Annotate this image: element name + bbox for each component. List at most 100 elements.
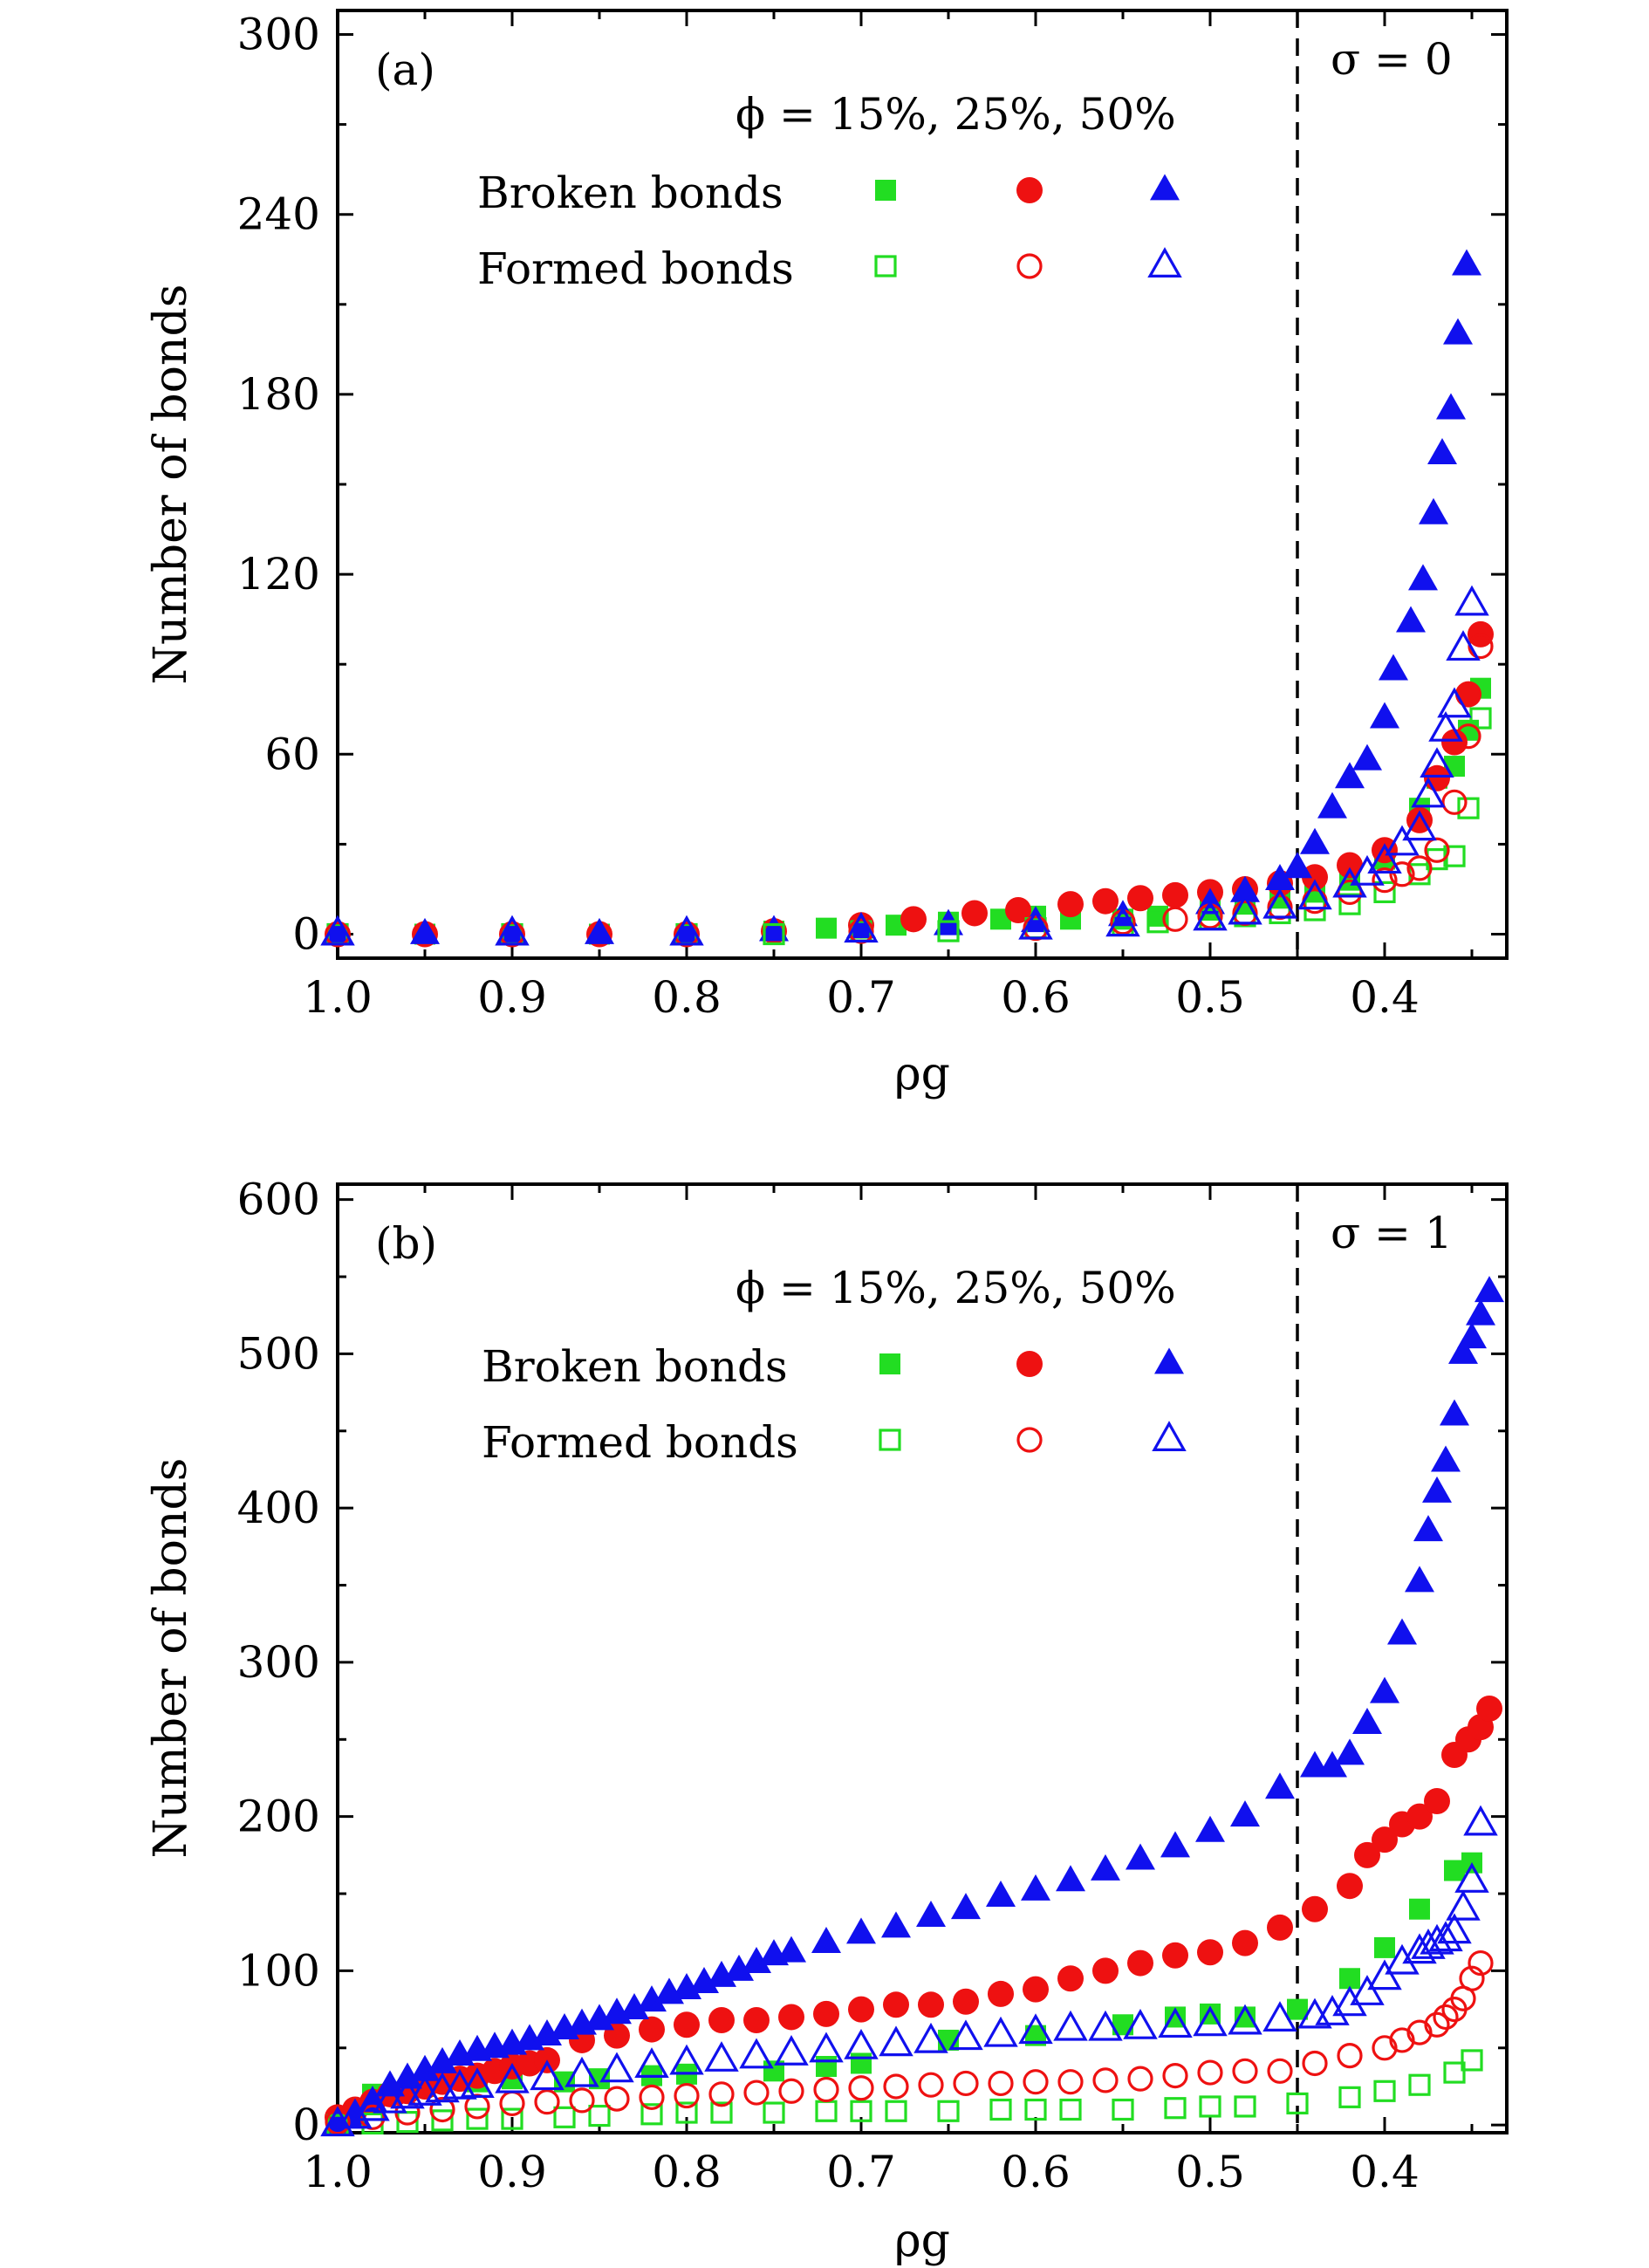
broken-circle-point xyxy=(1302,1895,1328,1922)
phi-label: ϕ = 15%, 25%, 50% xyxy=(736,1263,1176,1313)
formed-circle-point xyxy=(1127,2066,1153,2092)
broken-triangle-point xyxy=(1466,1298,1495,1326)
formed-triangle-point xyxy=(1454,1862,1489,1893)
legend-formed-triangle-marker xyxy=(1152,1421,1187,1452)
broken-triangle-point xyxy=(1387,1618,1417,1645)
x-tick-label: 0.7 xyxy=(826,972,896,1023)
broken-triangle-point xyxy=(1230,1800,1260,1827)
formed-triangle-point xyxy=(495,2062,530,2093)
formed-circle-point xyxy=(813,2076,839,2103)
formed-circle-point xyxy=(1023,2069,1049,2095)
formed-circle-point xyxy=(988,2070,1014,2097)
formed-triangle-point xyxy=(1428,710,1463,742)
formed-square-point xyxy=(431,2109,454,2132)
legend-broken-triangle-marker xyxy=(1154,1347,1184,1374)
broken-triangle-point xyxy=(637,1985,667,2012)
formed-square-point xyxy=(763,2101,785,2124)
legend-broken-square-marker xyxy=(879,1353,900,1374)
formed-circle-point xyxy=(1092,2067,1119,2093)
formed-square-point xyxy=(1457,797,1480,819)
formed-circle-point xyxy=(604,2086,630,2112)
broken-triangle-point xyxy=(1317,791,1347,819)
broken-circle-point xyxy=(1267,1914,1293,1941)
broken-circle-point xyxy=(813,2000,839,2027)
broken-circle-point xyxy=(1057,1965,1084,1992)
broken-triangle-point xyxy=(724,1954,754,1981)
broken-triangle-point xyxy=(585,917,614,944)
formed-triangle-point xyxy=(844,912,879,943)
formed-triangle-point xyxy=(1088,2010,1123,2041)
broken-triangle-point xyxy=(1230,875,1260,902)
formed-square-point xyxy=(1024,2098,1047,2121)
x-tick-label: 0.4 xyxy=(1350,2147,1420,2197)
formed-circle-point xyxy=(848,2075,874,2101)
broken-square-point xyxy=(1409,1898,1430,1920)
broken-triangle-point xyxy=(1448,1337,1478,1364)
formed-triangle-point xyxy=(809,2032,844,2063)
broken-triangle-point xyxy=(1440,1399,1469,1426)
formed-square-point xyxy=(850,2100,872,2122)
broken-circle-point xyxy=(743,2006,770,2033)
sigma-label: σ = 1 xyxy=(1331,1208,1453,1258)
broken-circle-point xyxy=(1092,1957,1119,1984)
data-markers xyxy=(320,1276,1504,2137)
formed-circle-point xyxy=(883,2073,909,2100)
broken-triangle-point xyxy=(846,912,876,939)
formed-triangle-point xyxy=(1228,894,1262,925)
broken-triangle-point xyxy=(1475,1276,1504,1303)
broken-circle-point xyxy=(778,2004,804,2031)
broken-triangle-point xyxy=(1443,318,1473,345)
broken-triangle-point xyxy=(951,1893,981,1920)
broken-triangle-point xyxy=(1283,852,1312,879)
broken-triangle-point xyxy=(428,2046,457,2073)
sigma-label: σ = 0 xyxy=(1331,34,1453,85)
formed-square-point xyxy=(1112,2098,1134,2121)
formed-square-point xyxy=(989,2098,1012,2121)
plot-frame xyxy=(336,1182,1509,2134)
x-tick-label: 0.5 xyxy=(1175,2147,1245,2197)
formed-triangle-point xyxy=(1402,1933,1437,1964)
broken-triangle-point xyxy=(881,1911,911,1938)
formed-triangle-point xyxy=(1193,2005,1228,2037)
formed-square-point xyxy=(1461,2049,1483,2072)
formed-triangle-point xyxy=(1420,1923,1454,1955)
formed-triangle-point xyxy=(983,2016,1018,2047)
formed-triangle-point xyxy=(1018,2013,1053,2045)
formed-triangle-point xyxy=(1018,908,1053,940)
broken-circle-point xyxy=(1092,887,1119,915)
broken-circle-point xyxy=(1162,881,1188,908)
broken-circle-point xyxy=(988,1980,1014,2007)
y-tick-labels: 0 60 120 180 240 300 xyxy=(237,9,320,959)
formed-circle-point xyxy=(534,2089,560,2115)
formed-circle-point xyxy=(1406,2019,1433,2045)
broken-triangle-point xyxy=(1317,1751,1347,1778)
formed-triangle-point xyxy=(704,2041,739,2072)
formed-circle-point xyxy=(429,2096,455,2123)
broken-triangle-point xyxy=(1091,1853,1120,1881)
y-axis-title: Number of bonds xyxy=(145,284,197,685)
broken-circle-point xyxy=(1424,1787,1450,1814)
formed-triangle-point xyxy=(1350,1975,1385,2005)
y-tick-label: 180 xyxy=(237,369,320,420)
formed-triangle-point xyxy=(1428,1921,1463,1952)
y-tick-label: 500 xyxy=(237,1328,320,1379)
formed-circle-point xyxy=(499,2090,525,2117)
broken-circle-point xyxy=(961,900,988,927)
panel-b: 0 100 200 300 400 500 600 1.0 0.9 0.8 0.7 0.6 0.5 0.… xyxy=(145,1175,1509,2267)
formed-triangle-point xyxy=(1437,687,1472,718)
broken-triangle-point xyxy=(916,1900,946,1927)
formed-square-point xyxy=(1408,2073,1431,2096)
formed-square-point xyxy=(1146,911,1169,934)
legend-broken-label: Broken bonds xyxy=(482,1341,788,1392)
broken-triangle-point xyxy=(1408,564,1438,591)
panel-label: (b) xyxy=(375,1218,437,1269)
legend-formed-label: Formed bonds xyxy=(482,1417,798,1468)
formed-triangle-point xyxy=(1367,843,1402,874)
x-tick-label: 0.6 xyxy=(1001,2147,1071,2197)
formed-triangle-point xyxy=(1123,2008,1158,2039)
broken-triangle-point xyxy=(1126,1843,1155,1870)
formed-triangle-point xyxy=(442,2068,477,2100)
formed-circle-point xyxy=(1197,2059,1223,2086)
broken-triangle-point xyxy=(1431,1445,1461,1472)
formed-square-point xyxy=(675,2101,698,2124)
